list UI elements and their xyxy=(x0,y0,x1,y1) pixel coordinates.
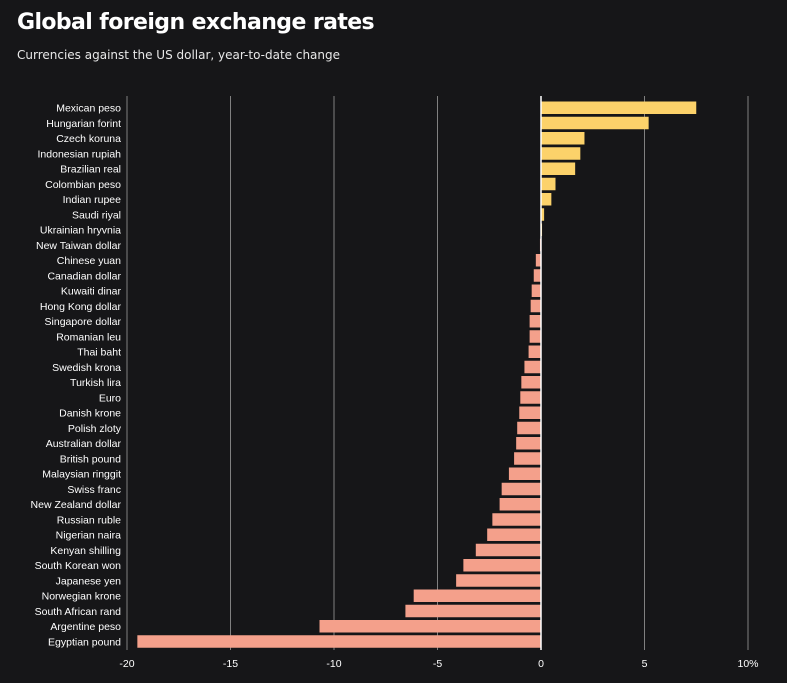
bar xyxy=(413,589,541,602)
bar xyxy=(541,193,552,206)
bar xyxy=(405,604,541,618)
category-label: British pound xyxy=(60,453,121,465)
category-label: Malaysian ringgit xyxy=(42,469,121,481)
bar xyxy=(529,330,541,343)
bar-layer xyxy=(137,96,697,650)
bar xyxy=(456,574,541,587)
category-label: Russian ruble xyxy=(57,514,121,526)
bar xyxy=(508,467,541,480)
category-label: Thai baht xyxy=(77,347,121,359)
category-label: Swiss franc xyxy=(67,484,121,496)
bar xyxy=(519,406,541,419)
category-label: Chinese yuan xyxy=(57,255,121,267)
category-label-layer: Mexican peso Hungarian forint Czech koruna… xyxy=(31,103,122,649)
bar xyxy=(492,513,541,526)
bar xyxy=(516,437,541,450)
bar xyxy=(463,559,541,572)
x-tick-label: -15 xyxy=(223,658,238,670)
category-label: South African rand xyxy=(35,606,122,618)
x-tick-label: 5 xyxy=(642,658,648,670)
category-label: Egyptian pound xyxy=(48,636,121,648)
bar xyxy=(535,254,541,267)
category-label: Japanese yen xyxy=(56,575,122,587)
category-label: Canadian dollar xyxy=(47,270,121,282)
x-tick-label: -10 xyxy=(326,658,341,670)
bar xyxy=(530,299,541,313)
category-label: Norwegian krone xyxy=(42,591,122,603)
bar xyxy=(541,162,576,175)
category-label: Hong Kong dollar xyxy=(40,301,122,313)
bar xyxy=(521,376,541,389)
bar xyxy=(533,269,541,282)
category-label: Romanian leu xyxy=(56,331,121,343)
bar xyxy=(529,315,541,328)
category-label: Nigerian naira xyxy=(56,530,122,542)
category-label: Mexican peso xyxy=(56,103,121,115)
category-label: Colombian peso xyxy=(45,179,121,191)
bar xyxy=(514,452,541,465)
category-label: Swedish krona xyxy=(52,362,121,374)
category-label: Argentine peso xyxy=(50,621,121,633)
category-label: Indian rupee xyxy=(63,194,122,206)
bar xyxy=(520,391,541,404)
category-label: Polish zloty xyxy=(68,423,122,435)
category-label: Danish krone xyxy=(59,408,121,420)
bar xyxy=(541,147,581,160)
category-label: Ukrainian hryvnia xyxy=(40,225,121,237)
category-label: New Zealand dollar xyxy=(31,499,122,511)
bar xyxy=(487,528,541,541)
x-tick-label: -5 xyxy=(433,658,442,670)
bar xyxy=(541,208,545,221)
grid-layer xyxy=(126,96,749,650)
category-label: Hungarian forint xyxy=(46,118,121,130)
bar xyxy=(137,635,541,648)
bar xyxy=(541,177,556,191)
category-label: Kuwaiti dinar xyxy=(61,286,122,298)
chart-subtitle: Currencies against the US dollar, year-t… xyxy=(17,48,341,62)
x-tick-label: -20 xyxy=(119,658,134,670)
bar xyxy=(541,132,585,145)
category-label: Brazilian real xyxy=(60,164,121,176)
category-label: Euro xyxy=(99,392,121,404)
bar xyxy=(541,101,697,114)
category-label: Czech koruna xyxy=(56,133,121,145)
bar xyxy=(541,116,649,130)
x-tick-label: 10% xyxy=(737,658,758,670)
bar xyxy=(319,620,541,633)
category-label: Turkish lira xyxy=(70,377,121,389)
bar xyxy=(531,284,541,297)
chart-title: Global foreign exchange rates xyxy=(17,10,375,35)
x-tick-layer: -20 -15 -10 -5 0 5 10% xyxy=(119,658,758,670)
x-tick-label: 0 xyxy=(538,658,544,670)
bar xyxy=(524,360,541,374)
category-label: Australian dollar xyxy=(46,438,122,450)
bar xyxy=(475,543,541,557)
bar xyxy=(499,498,541,511)
category-label: South Korean won xyxy=(35,560,122,572)
category-label: Singapore dollar xyxy=(45,316,122,328)
bar xyxy=(528,345,541,358)
bar xyxy=(501,482,541,496)
category-label: Kenyan shilling xyxy=(50,545,121,557)
category-label: New Taiwan dollar xyxy=(36,240,122,252)
category-label: Saudi riyal xyxy=(72,209,121,221)
bar xyxy=(517,421,541,435)
category-label: Indonesian rupiah xyxy=(38,148,122,160)
